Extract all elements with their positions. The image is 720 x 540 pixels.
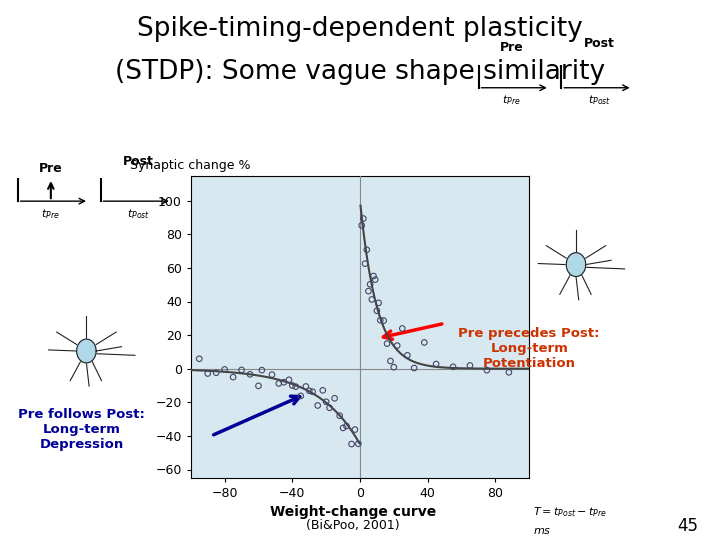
- Point: [361, 246, 372, 254]
- Point: [364, 280, 376, 288]
- Point: [368, 272, 379, 280]
- Text: (Bi&Poo, 2001): (Bi&Poo, 2001): [306, 519, 400, 532]
- Point: [369, 275, 381, 284]
- Point: [402, 351, 413, 360]
- Point: [481, 366, 492, 374]
- Point: [244, 370, 256, 379]
- Point: [219, 365, 230, 374]
- Text: Pre: Pre: [39, 162, 63, 175]
- Point: [366, 295, 377, 304]
- Point: [210, 368, 222, 377]
- Point: [388, 363, 400, 372]
- Point: [341, 422, 352, 430]
- Point: [447, 362, 459, 371]
- Point: [503, 368, 515, 376]
- Point: [329, 394, 341, 403]
- Text: Spike-timing-dependent plasticity: Spike-timing-dependent plasticity: [137, 16, 583, 42]
- Point: [307, 387, 318, 396]
- Point: [287, 381, 298, 390]
- Point: [317, 386, 328, 395]
- Point: [253, 382, 264, 390]
- Text: Post: Post: [584, 37, 615, 50]
- Polygon shape: [77, 339, 96, 363]
- Point: [384, 357, 396, 366]
- Point: [418, 338, 430, 347]
- Point: [359, 259, 371, 268]
- Point: [392, 341, 403, 350]
- Point: [278, 378, 289, 387]
- Point: [358, 214, 369, 223]
- Point: [236, 366, 248, 374]
- Point: [266, 370, 278, 379]
- Point: [295, 392, 307, 400]
- Text: Pre follows Post:
Long-term
Depression: Pre follows Post: Long-term Depression: [18, 408, 145, 451]
- Point: [373, 299, 384, 307]
- Text: (STDP): Some vague shape similarity: (STDP): Some vague shape similarity: [115, 59, 605, 85]
- Polygon shape: [567, 253, 586, 276]
- Point: [431, 360, 442, 368]
- Point: [202, 369, 213, 378]
- Point: [324, 403, 336, 412]
- Point: [464, 361, 476, 370]
- Point: [290, 382, 302, 391]
- Text: Synaptic change %: Synaptic change %: [130, 159, 251, 172]
- Point: [228, 373, 239, 381]
- Text: 45: 45: [678, 517, 698, 535]
- Text: Weight-change curve: Weight-change curve: [270, 505, 436, 519]
- Point: [346, 440, 357, 448]
- Point: [304, 387, 315, 395]
- Point: [382, 339, 393, 348]
- Text: Pre: Pre: [500, 42, 523, 55]
- Point: [363, 287, 374, 295]
- Point: [378, 316, 390, 325]
- Point: [353, 440, 364, 448]
- Point: [334, 411, 346, 420]
- Text: $t_{Post}$: $t_{Post}$: [127, 207, 150, 221]
- Point: [372, 307, 383, 315]
- Text: Pre precedes Post:
Long-term
Potentiation: Pre precedes Post: Long-term Potentiatio…: [459, 327, 600, 370]
- Text: $T=t_{Post} - t_{Pre}$: $T=t_{Post} - t_{Pre}$: [533, 505, 607, 519]
- Point: [349, 426, 361, 434]
- Text: Post: Post: [123, 155, 154, 168]
- Point: [320, 397, 332, 406]
- Point: [374, 316, 386, 325]
- Text: $t_{Pre}$: $t_{Pre}$: [42, 207, 60, 221]
- Text: $ms$: $ms$: [533, 526, 551, 536]
- Point: [300, 382, 312, 391]
- Point: [273, 379, 284, 388]
- Point: [312, 401, 323, 410]
- Point: [256, 366, 268, 374]
- Text: $t_{Pre}$: $t_{Pre}$: [503, 93, 521, 107]
- Text: $t_{Post}$: $t_{Post}$: [588, 93, 611, 107]
- Point: [283, 375, 294, 384]
- Point: [194, 354, 205, 363]
- Point: [356, 221, 367, 230]
- Point: [397, 324, 408, 333]
- Point: [337, 423, 348, 432]
- Point: [408, 364, 420, 373]
